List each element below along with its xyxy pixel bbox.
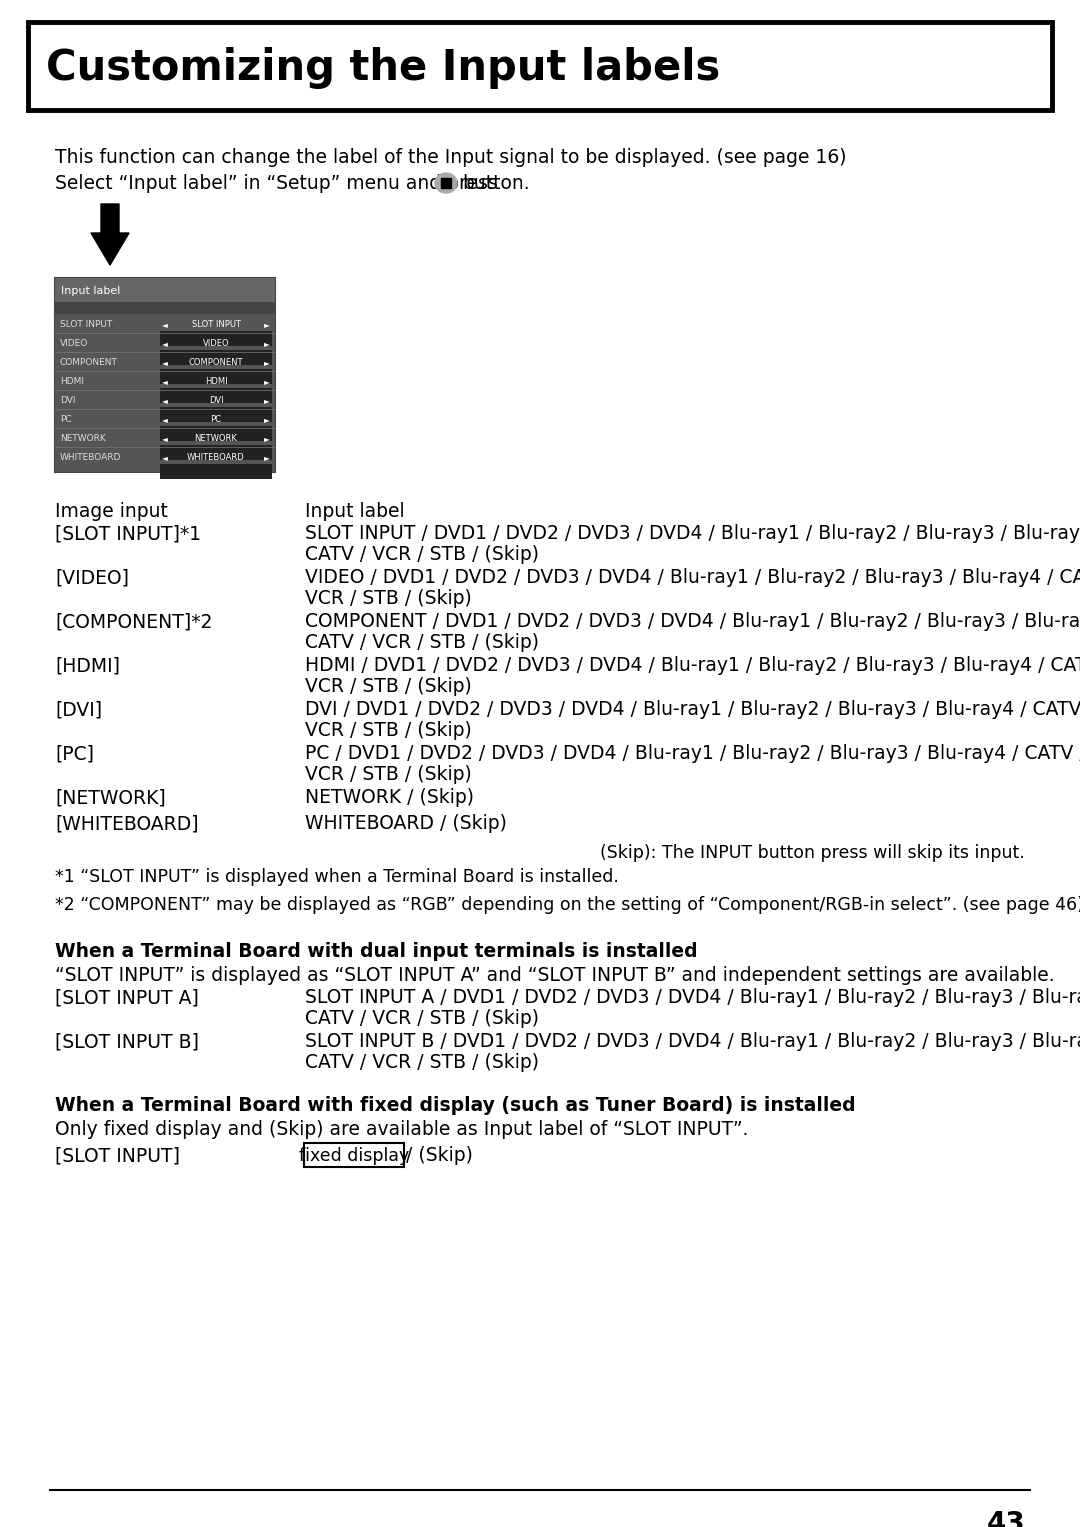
FancyBboxPatch shape bbox=[55, 278, 275, 472]
Text: SLOT INPUT: SLOT INPUT bbox=[191, 321, 241, 328]
Text: fixed display: fixed display bbox=[299, 1147, 409, 1165]
Text: [SLOT INPUT]*1: [SLOT INPUT]*1 bbox=[55, 524, 201, 544]
Text: ◄: ◄ bbox=[162, 415, 167, 425]
Text: NETWORK: NETWORK bbox=[194, 434, 238, 443]
Text: CATV / VCR / STB / (Skip): CATV / VCR / STB / (Skip) bbox=[305, 1054, 539, 1072]
Text: Input label: Input label bbox=[305, 502, 405, 521]
FancyBboxPatch shape bbox=[55, 315, 275, 472]
Text: When a Terminal Board with fixed display (such as Tuner Board) is installed: When a Terminal Board with fixed display… bbox=[55, 1096, 855, 1115]
Text: PC: PC bbox=[60, 415, 71, 425]
Text: [DVI]: [DVI] bbox=[55, 699, 103, 719]
FancyBboxPatch shape bbox=[160, 408, 272, 421]
Text: CATV / VCR / STB / (Skip): CATV / VCR / STB / (Skip) bbox=[305, 634, 539, 652]
FancyBboxPatch shape bbox=[160, 444, 272, 460]
Text: [SLOT INPUT A]: [SLOT INPUT A] bbox=[55, 988, 199, 1006]
Bar bbox=[441, 179, 451, 188]
Text: Customizing the Input labels: Customizing the Input labels bbox=[46, 47, 720, 89]
Text: button.: button. bbox=[462, 174, 529, 192]
Text: WHITEBOARD / (Skip): WHITEBOARD / (Skip) bbox=[305, 814, 507, 834]
Text: ►: ► bbox=[265, 434, 270, 443]
Text: DVI: DVI bbox=[208, 395, 224, 405]
Text: DVI / DVD1 / DVD2 / DVD3 / DVD4 / Blu-ray1 / Blu-ray2 / Blu-ray3 / Blu-ray4 / CA: DVI / DVD1 / DVD2 / DVD3 / DVD4 / Blu-ra… bbox=[305, 699, 1080, 719]
Text: ►: ► bbox=[265, 321, 270, 328]
Text: HDMI / DVD1 / DVD2 / DVD3 / DVD4 / Blu-ray1 / Blu-ray2 / Blu-ray3 / Blu-ray4 / C: HDMI / DVD1 / DVD2 / DVD3 / DVD4 / Blu-r… bbox=[305, 657, 1080, 675]
Text: [WHITEBOARD]: [WHITEBOARD] bbox=[55, 814, 199, 834]
Text: PC / DVD1 / DVD2 / DVD3 / DVD4 / Blu-ray1 / Blu-ray2 / Blu-ray3 / Blu-ray4 / CAT: PC / DVD1 / DVD2 / DVD3 / DVD4 / Blu-ray… bbox=[305, 744, 1080, 764]
FancyBboxPatch shape bbox=[160, 331, 272, 347]
Text: COMPONENT: COMPONENT bbox=[189, 357, 243, 366]
FancyBboxPatch shape bbox=[160, 388, 272, 403]
FancyBboxPatch shape bbox=[160, 370, 272, 383]
Text: [PC]: [PC] bbox=[55, 744, 94, 764]
Text: / (Skip): / (Skip) bbox=[406, 1145, 473, 1165]
Text: ►: ► bbox=[265, 454, 270, 463]
FancyBboxPatch shape bbox=[160, 426, 272, 441]
Text: VCR / STB / (Skip): VCR / STB / (Skip) bbox=[305, 721, 472, 741]
Text: Image input: Image input bbox=[55, 502, 167, 521]
Text: SLOT INPUT / DVD1 / DVD2 / DVD3 / DVD4 / Blu-ray1 / Blu-ray2 / Blu-ray3 / Blu-ra: SLOT INPUT / DVD1 / DVD2 / DVD3 / DVD4 /… bbox=[305, 524, 1080, 544]
Text: ◄: ◄ bbox=[162, 434, 167, 443]
Text: VIDEO: VIDEO bbox=[60, 339, 89, 348]
Text: [NETWORK]: [NETWORK] bbox=[55, 788, 165, 806]
Text: (Skip): The INPUT button press will skip its input.: (Skip): The INPUT button press will skip… bbox=[600, 844, 1025, 863]
Text: VCR / STB / (Skip): VCR / STB / (Skip) bbox=[305, 676, 472, 696]
Text: ◄: ◄ bbox=[162, 339, 167, 348]
Text: [SLOT INPUT]: [SLOT INPUT] bbox=[55, 1145, 180, 1165]
Text: Select “Input label” in “Setup” menu and press: Select “Input label” in “Setup” menu and… bbox=[55, 174, 498, 192]
Text: VCR / STB / (Skip): VCR / STB / (Skip) bbox=[305, 589, 472, 608]
FancyBboxPatch shape bbox=[28, 21, 1052, 110]
Text: VCR / STB / (Skip): VCR / STB / (Skip) bbox=[305, 765, 472, 783]
Text: SLOT INPUT: SLOT INPUT bbox=[60, 321, 112, 328]
Text: *1 “SLOT INPUT” is displayed when a Terminal Board is installed.: *1 “SLOT INPUT” is displayed when a Term… bbox=[55, 867, 619, 886]
Text: WHITEBOARD: WHITEBOARD bbox=[187, 454, 245, 463]
Text: SLOT INPUT B / DVD1 / DVD2 / DVD3 / DVD4 / Blu-ray1 / Blu-ray2 / Blu-ray3 / Blu-: SLOT INPUT B / DVD1 / DVD2 / DVD3 / DVD4… bbox=[305, 1032, 1080, 1051]
Text: VIDEO: VIDEO bbox=[203, 339, 229, 348]
Text: ◄: ◄ bbox=[162, 357, 167, 366]
Text: This function can change the label of the Input signal to be displayed. (see pag: This function can change the label of th… bbox=[55, 148, 847, 166]
Text: Only fixed display and (Skip) are available as Input label of “SLOT INPUT”.: Only fixed display and (Skip) are availa… bbox=[55, 1119, 748, 1139]
Text: ◄: ◄ bbox=[162, 454, 167, 463]
Ellipse shape bbox=[435, 173, 457, 192]
Text: [VIDEO]: [VIDEO] bbox=[55, 568, 129, 586]
Text: COMPONENT / DVD1 / DVD2 / DVD3 / DVD4 / Blu-ray1 / Blu-ray2 / Blu-ray3 / Blu-ray: COMPONENT / DVD1 / DVD2 / DVD3 / DVD4 / … bbox=[305, 612, 1080, 631]
Text: [COMPONENT]*2: [COMPONENT]*2 bbox=[55, 612, 213, 631]
Text: ►: ► bbox=[265, 377, 270, 386]
Text: Input label: Input label bbox=[60, 286, 120, 296]
Text: ►: ► bbox=[265, 339, 270, 348]
Polygon shape bbox=[91, 205, 129, 266]
Text: HDMI: HDMI bbox=[60, 377, 84, 386]
Text: NETWORK / (Skip): NETWORK / (Skip) bbox=[305, 788, 474, 806]
FancyBboxPatch shape bbox=[55, 302, 275, 315]
Text: ◄: ◄ bbox=[162, 395, 167, 405]
Text: ◄: ◄ bbox=[162, 321, 167, 328]
FancyBboxPatch shape bbox=[160, 350, 272, 365]
Text: “SLOT INPUT” is displayed as “SLOT INPUT A” and “SLOT INPUT B” and independent s: “SLOT INPUT” is displayed as “SLOT INPUT… bbox=[55, 967, 1055, 985]
Text: DVI: DVI bbox=[60, 395, 76, 405]
Text: SLOT INPUT A / DVD1 / DVD2 / DVD3 / DVD4 / Blu-ray1 / Blu-ray2 / Blu-ray3 / Blu-: SLOT INPUT A / DVD1 / DVD2 / DVD3 / DVD4… bbox=[305, 988, 1080, 1006]
Text: ◄: ◄ bbox=[162, 377, 167, 386]
Text: CATV / VCR / STB / (Skip): CATV / VCR / STB / (Skip) bbox=[305, 1009, 539, 1028]
Text: 43: 43 bbox=[986, 1510, 1025, 1527]
Text: ►: ► bbox=[265, 357, 270, 366]
FancyBboxPatch shape bbox=[160, 464, 272, 479]
FancyBboxPatch shape bbox=[55, 278, 275, 302]
Text: CATV / VCR / STB / (Skip): CATV / VCR / STB / (Skip) bbox=[305, 545, 539, 563]
Text: HDMI: HDMI bbox=[205, 377, 227, 386]
Text: When a Terminal Board with dual input terminals is installed: When a Terminal Board with dual input te… bbox=[55, 942, 698, 960]
Text: WHITEBOARD: WHITEBOARD bbox=[60, 454, 121, 463]
Text: ►: ► bbox=[265, 395, 270, 405]
Text: [SLOT INPUT B]: [SLOT INPUT B] bbox=[55, 1032, 199, 1051]
Text: PC: PC bbox=[211, 415, 221, 425]
Text: VIDEO / DVD1 / DVD2 / DVD3 / DVD4 / Blu-ray1 / Blu-ray2 / Blu-ray3 / Blu-ray4 / : VIDEO / DVD1 / DVD2 / DVD3 / DVD4 / Blu-… bbox=[305, 568, 1080, 586]
FancyBboxPatch shape bbox=[303, 1144, 404, 1167]
Text: COMPONENT: COMPONENT bbox=[60, 357, 118, 366]
Text: NETWORK: NETWORK bbox=[60, 434, 106, 443]
Text: [HDMI]: [HDMI] bbox=[55, 657, 120, 675]
Text: ►: ► bbox=[265, 415, 270, 425]
Text: *2 “COMPONENT” may be displayed as “RGB” depending on the setting of “Component/: *2 “COMPONENT” may be displayed as “RGB”… bbox=[55, 896, 1080, 915]
